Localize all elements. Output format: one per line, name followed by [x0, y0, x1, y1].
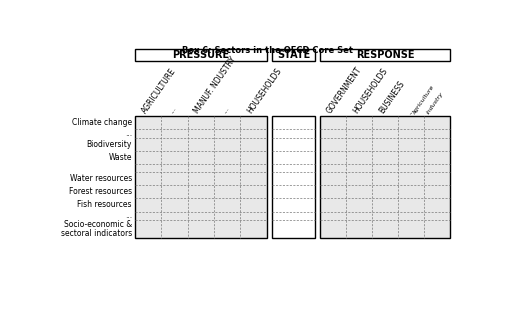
Text: agriculture: agriculture [411, 84, 435, 115]
Text: MANUF. NDUSTRY: MANUF. NDUSTRY [193, 55, 239, 115]
Text: ...: ... [125, 211, 132, 220]
Text: ...: ... [167, 104, 178, 115]
Bar [272, 49, 315, 61]
Text: BUSINESS: BUSINESS [377, 79, 406, 115]
Text: industry: industry [426, 91, 445, 115]
Text: Climate change: Climate change [72, 118, 132, 127]
Bar [272, 116, 315, 239]
Text: sectoral indicators: sectoral indicators [61, 229, 132, 238]
Bar [320, 116, 450, 239]
Bar [320, 49, 450, 61]
Text: PRESSURE: PRESSURE [172, 50, 230, 60]
Bar [272, 116, 315, 239]
Text: HOUSEHOLDS: HOUSEHOLDS [245, 67, 283, 115]
Text: ...: ... [219, 104, 231, 115]
Text: Water resources: Water resources [69, 174, 132, 183]
Text: Forest resources: Forest resources [69, 187, 132, 197]
Bar [320, 116, 450, 239]
Text: ...: ... [125, 129, 132, 138]
Text: Fish resources: Fish resources [77, 200, 132, 210]
Text: Biodiversity: Biodiversity [87, 140, 132, 149]
Text: Socio-economic &: Socio-economic & [64, 220, 132, 229]
Text: Box 6: Sectors in the OECD Core Set: Box 6: Sectors in the OECD Core Set [182, 46, 353, 55]
Text: Waste: Waste [109, 153, 132, 162]
Bar [135, 49, 267, 61]
Text: HOUSEHOLDS: HOUSEHOLDS [351, 67, 389, 115]
Bar [135, 116, 267, 239]
Text: STATE: STATE [277, 50, 310, 60]
Bar [135, 116, 267, 239]
Text: ...: ... [406, 106, 414, 115]
Text: GOVERNMENT: GOVERNMENT [325, 65, 364, 115]
Text: AGRICULTURE: AGRICULTURE [140, 67, 177, 115]
Text: RESPONSE: RESPONSE [356, 50, 414, 60]
